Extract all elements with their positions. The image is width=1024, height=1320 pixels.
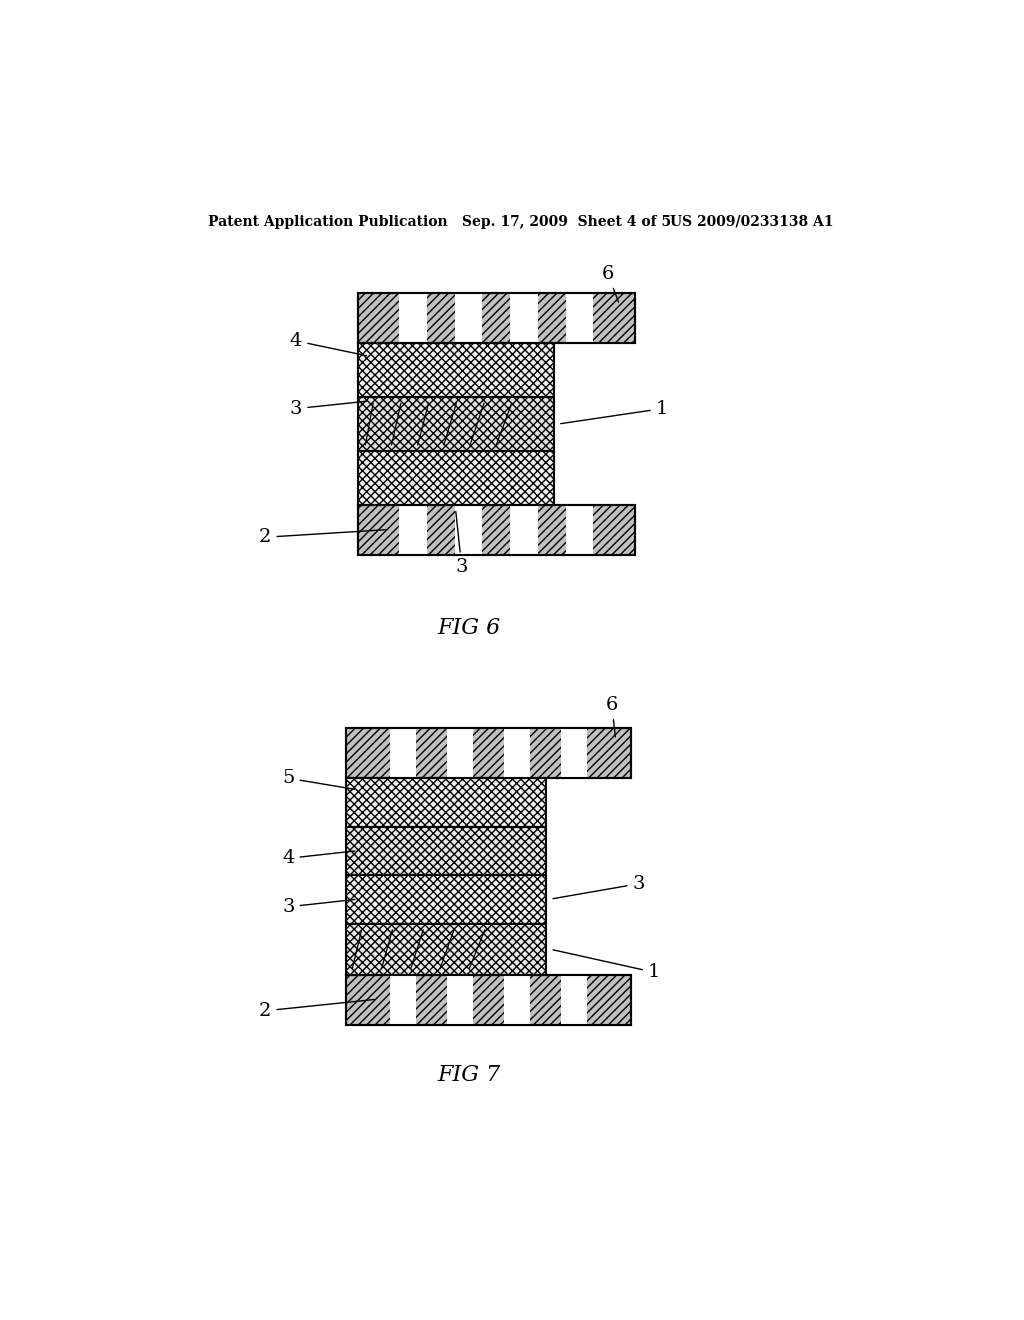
Text: 2: 2 [259, 999, 374, 1020]
Bar [390, 975, 416, 1024]
Bar [447, 729, 473, 777]
Bar [455, 294, 482, 342]
Bar [346, 779, 547, 826]
Bar [561, 729, 587, 777]
Bar [357, 293, 635, 343]
Text: Sep. 17, 2009  Sheet 4 of 5: Sep. 17, 2009 Sheet 4 of 5 [462, 215, 671, 228]
Text: 1: 1 [561, 400, 668, 424]
Bar [346, 974, 631, 1024]
Bar [455, 506, 482, 554]
Bar [346, 974, 631, 1024]
Bar [357, 343, 554, 397]
Bar [447, 975, 473, 1024]
Bar [357, 451, 554, 504]
Text: 4: 4 [283, 849, 355, 867]
Bar [390, 729, 416, 777]
Bar [346, 729, 631, 779]
Bar [510, 506, 538, 554]
Text: 3: 3 [283, 898, 355, 916]
Text: 6: 6 [602, 265, 618, 302]
Bar [399, 506, 427, 554]
Text: FIG 7: FIG 7 [437, 1064, 501, 1085]
Bar [357, 506, 635, 554]
Bar [504, 729, 530, 777]
Text: 3: 3 [553, 875, 645, 899]
Bar [561, 975, 587, 1024]
Text: 2: 2 [259, 528, 386, 546]
Text: 3: 3 [456, 512, 468, 576]
Text: 3: 3 [290, 400, 367, 417]
Text: 1: 1 [553, 950, 660, 981]
Text: 6: 6 [605, 696, 618, 737]
Bar [565, 294, 593, 342]
Text: US 2009/0233138 A1: US 2009/0233138 A1 [670, 215, 834, 228]
Text: FIG 6: FIG 6 [437, 618, 501, 639]
Bar [346, 875, 547, 924]
Bar [357, 397, 554, 451]
Text: Patent Application Publication: Patent Application Publication [208, 215, 447, 228]
Bar [357, 293, 635, 343]
Text: 5: 5 [283, 770, 355, 789]
Bar [346, 826, 547, 875]
Bar [399, 294, 427, 342]
Bar [357, 506, 635, 554]
Bar [346, 924, 547, 974]
Text: 4: 4 [290, 331, 367, 355]
Bar [346, 729, 631, 779]
Bar [504, 975, 530, 1024]
Bar [510, 294, 538, 342]
Bar [565, 506, 593, 554]
